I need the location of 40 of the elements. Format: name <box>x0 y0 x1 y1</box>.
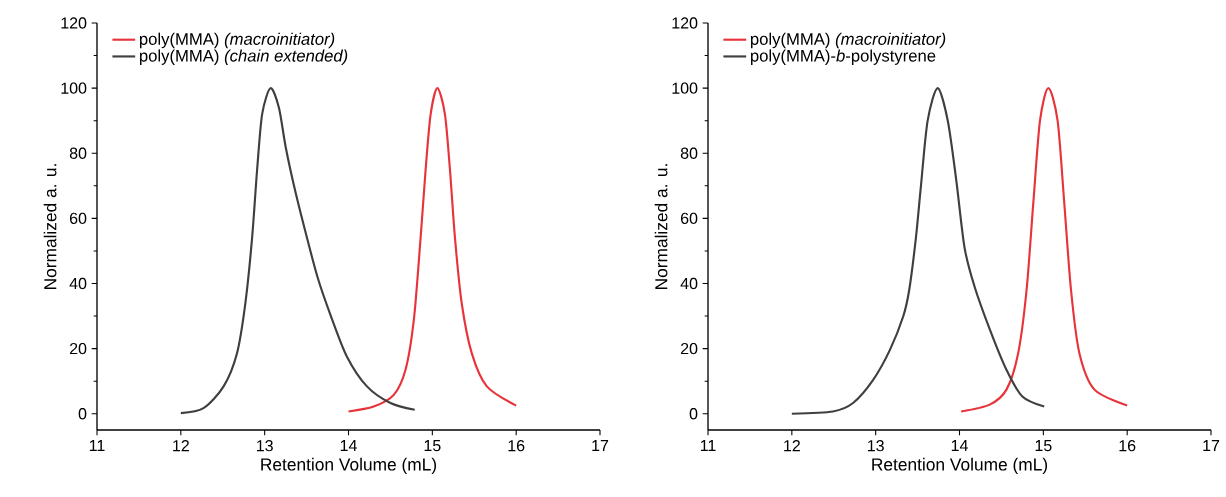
y-tick-label: 20 <box>69 342 87 355</box>
x-tick-label: 17 <box>1203 440 1220 452</box>
x-tick-label: 15 <box>1035 440 1052 452</box>
x-axis-title: Retention Volume (mL) <box>261 457 437 475</box>
y-tick-label: 40 <box>69 277 87 290</box>
line-series <box>179 87 416 415</box>
legend-label: poly(MMA) (macroinitiator) <box>139 32 335 49</box>
x-tick-label: 11 <box>700 440 716 452</box>
legend-label: poly(MMA)-b-polystyrene <box>750 49 936 65</box>
x-tick-label: 15 <box>424 440 441 452</box>
y-tick-label: 80 <box>69 147 87 159</box>
line-series <box>347 87 518 413</box>
legend-label: poly(MMA) (macroinitiator) <box>750 32 946 49</box>
y-tick-label: 100 <box>61 82 87 94</box>
y-tick-label: 80 <box>680 147 698 159</box>
y-tick-label: 0 <box>689 408 698 420</box>
legend-label: poly(MMA) (chain extended) <box>139 49 348 65</box>
y-tick-label: 60 <box>69 212 87 225</box>
y-tick-label: 60 <box>680 212 698 225</box>
y-axis-title: Normalized a. u. <box>43 164 57 289</box>
x-tick-label: 17 <box>592 440 609 452</box>
y-tick-label: 0 <box>78 408 87 420</box>
line-series <box>790 87 1046 415</box>
line-series <box>960 87 1129 413</box>
x-tick-label: 12 <box>173 440 189 452</box>
x-tick-label: 14 <box>340 440 357 452</box>
x-tick-label: 11 <box>89 440 105 452</box>
y-tick-label: 100 <box>672 82 698 94</box>
x-tick-label: 13 <box>867 440 884 452</box>
x-tick-label: 16 <box>508 440 525 452</box>
y-axis-title: Normalized a. u. <box>654 164 668 289</box>
y-tick-label: 120 <box>672 17 698 29</box>
x-axis-title: Retention Volume (mL) <box>872 457 1048 475</box>
x-tick-label: 14 <box>951 440 968 452</box>
y-tick-label: 40 <box>680 277 698 290</box>
x-tick-label: 12 <box>784 440 800 452</box>
y-tick-label: 20 <box>680 342 698 355</box>
y-tick-label: 120 <box>61 17 87 29</box>
x-tick-label: 16 <box>1119 440 1136 452</box>
x-tick-label: 13 <box>256 440 273 452</box>
